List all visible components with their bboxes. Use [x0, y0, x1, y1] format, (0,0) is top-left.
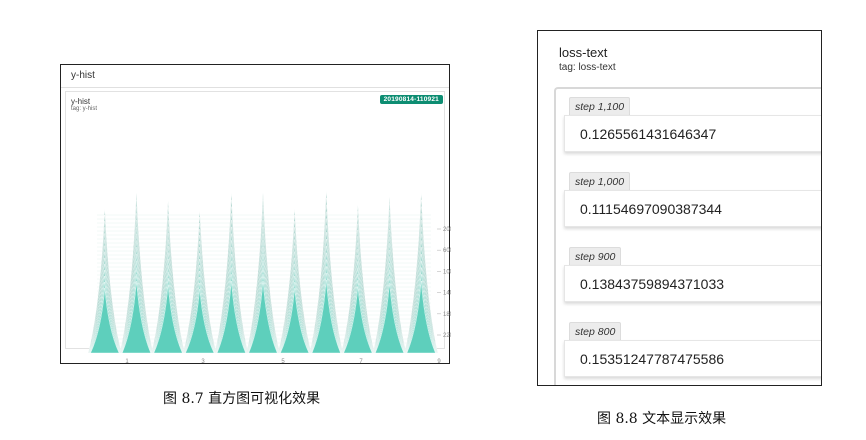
hist-layer: [280, 288, 310, 354]
step-badge: step 900: [569, 247, 622, 267]
text-entry: step 900 0.13843759894371033: [564, 247, 821, 313]
x-tick-label: 1: [125, 359, 129, 365]
hist-header-divider: [61, 87, 449, 88]
hist-peak: [309, 190, 343, 354]
y-tick-label: 2200: [443, 333, 451, 339]
value-box: 0.1265561431646347: [564, 115, 821, 152]
hist-card-title: y-hist: [71, 97, 91, 106]
text-entry: step 800 0.15351247787475586: [564, 322, 821, 385]
hist-peak: [246, 192, 280, 354]
y-tick-label: 1800: [443, 312, 451, 318]
text-value: 0.1265561431646347: [580, 126, 717, 142]
figure-caption-8-8: 图 8.8 文本显示效果: [597, 411, 727, 427]
text-entry: step 1,100 0.1265561431646347: [564, 97, 821, 163]
hist-peak: [88, 208, 122, 354]
hist-peak: [277, 208, 312, 354]
text-value: 0.13843759894371033: [580, 276, 725, 292]
text-summary-figure: loss-text tag: loss-text step 1,100 0.12…: [537, 30, 822, 386]
y-tick-label: 600: [443, 248, 451, 254]
x-tick-label: 3: [201, 359, 205, 365]
run-badge[interactable]: 20190814-110921: [379, 95, 443, 104]
hist-layer: [121, 280, 151, 354]
x-tick-label: 7: [359, 359, 363, 365]
hist-layer: [90, 288, 120, 354]
text-entry: step 1,000 0.11154697090387344: [564, 172, 821, 238]
histogram-figure: y-hist y-hist tag: y-hist 20190814-11092…: [60, 64, 451, 365]
text-list-frame: [554, 87, 821, 385]
hist-layer: [153, 284, 183, 354]
text-value: 0.11154697090387344: [580, 201, 722, 217]
hist-layer: [185, 289, 215, 354]
hist-peak: [183, 210, 217, 354]
step-badge: step 1,100: [569, 97, 631, 117]
hist-layer: [216, 280, 246, 354]
hist-card-tag: tag: y-hist: [71, 106, 98, 112]
step-badge: step 800: [569, 322, 622, 342]
hist-peak: [119, 192, 154, 354]
text-panel-tag: tag: loss-text: [559, 62, 616, 73]
x-tick-label: 9: [437, 359, 441, 365]
step-badge: step 1,000: [569, 172, 631, 192]
hist-layer: [343, 286, 373, 354]
hist-peak: [372, 196, 407, 354]
hist-layer: [375, 282, 405, 354]
hist-peak: [151, 200, 185, 354]
text-value: 0.15351247787475586: [580, 351, 725, 367]
hist-layer: [311, 280, 341, 354]
value-box: 0.13843759894371033: [564, 265, 821, 302]
figure-caption-8-7: 图 8.7 直方图可视化效果: [163, 391, 321, 407]
value-box: 0.15351247787475586: [564, 340, 821, 377]
hist-peak: [404, 192, 438, 354]
value-box: 0.11154697090387344: [564, 190, 821, 227]
y-tick-label: 1400: [443, 291, 451, 297]
hist-peak: [341, 204, 375, 354]
hist-layer: [406, 280, 436, 354]
hist-header-title: y-hist: [71, 70, 95, 81]
y-tick-label: 200: [443, 227, 451, 233]
hist-peak: [214, 192, 249, 354]
x-tick-label: 5: [281, 359, 285, 365]
hist-layer: [248, 280, 278, 354]
text-panel-title: loss-text: [559, 45, 608, 60]
